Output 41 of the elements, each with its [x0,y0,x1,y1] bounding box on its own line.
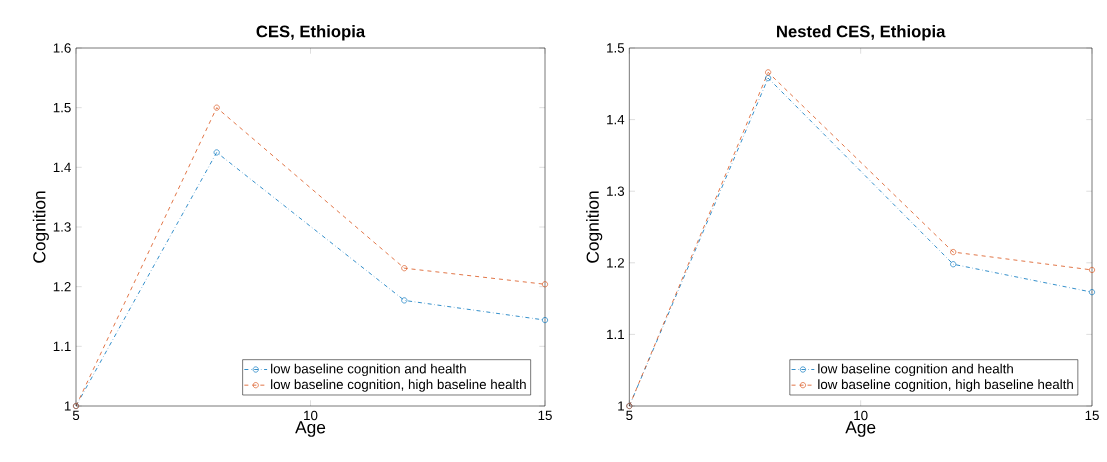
point [765,69,772,76]
legend-label: low baseline cognition and health [818,363,1013,377]
chart-title: Nested CES, Ethiopia [777,25,946,41]
y-tick-label: 1.4 [607,115,625,125]
y-tick-label: 1.4 [53,162,71,172]
point [401,297,408,304]
x-tick-label: 5 [626,410,633,421]
point [213,104,220,111]
point [542,317,549,324]
point [765,75,772,82]
point [401,265,408,272]
x-axis-title: Age [295,421,326,437]
y-axis-title: Cognition [32,191,49,263]
y-tick-label: 1.3 [607,186,625,196]
y-tick-label: 1.2 [53,282,71,292]
legend-label: low baseline cognition, high baseline health [271,379,526,392]
y-tick-label: 1.5 [53,103,71,113]
point [950,249,957,256]
x-tick-label: 5 [72,410,80,421]
y-tick-label: 1.1 [53,341,71,351]
y-tick-label: 1.5 [607,43,625,53]
x-tick-label: 10 [854,410,868,421]
x-tick-label: 15 [1085,410,1099,421]
legend-label: low baseline cognition, high baseline health [818,379,1073,392]
y-axis-title: Cognition [586,191,603,263]
y-tick-label: 1.3 [53,222,71,232]
point [213,149,220,156]
y-tick-label: 1.6 [53,43,71,53]
x-tick-label: 10 [304,410,318,421]
y-tick-label: 1.2 [607,258,624,268]
chart-title: CES, Ethiopia [256,25,366,41]
y-tick-label: 1.1 [607,329,624,339]
point [1089,289,1096,296]
point [542,281,549,288]
y-tick-label: 1 [64,401,71,411]
legend-label: low baseline cognition and health [271,363,466,377]
point [950,261,957,268]
x-tick-label: 15 [538,410,552,421]
point [1089,266,1096,273]
y-tick-label: 1 [618,401,624,411]
x-axis-title: Age [845,421,876,437]
